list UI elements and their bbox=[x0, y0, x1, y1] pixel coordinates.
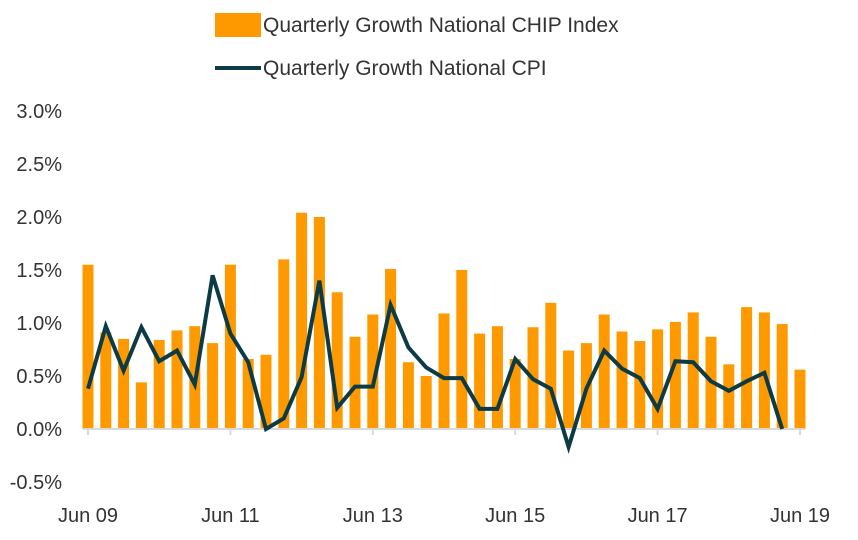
bar bbox=[242, 359, 254, 429]
x-axis: Jun 09 Jun 11 Jun 13 Jun 15 Jun 17 Jun 19 bbox=[58, 505, 830, 527]
bar bbox=[652, 329, 664, 429]
zero-line bbox=[83, 428, 805, 435]
cpi-line bbox=[86, 274, 785, 454]
bar bbox=[153, 339, 165, 429]
y-tick-label: 0.0% bbox=[16, 419, 62, 441]
bar bbox=[100, 332, 112, 429]
x-tick-label: Jun 13 bbox=[343, 505, 403, 527]
y-tick-label: 3.0% bbox=[16, 101, 62, 123]
bar bbox=[135, 382, 147, 429]
bar bbox=[296, 212, 308, 429]
bar bbox=[598, 314, 610, 429]
bar bbox=[509, 359, 521, 429]
bar bbox=[563, 350, 575, 429]
x-tick-label: Jun 15 bbox=[485, 505, 545, 527]
bar bbox=[313, 217, 325, 429]
legend-bar-swatch bbox=[215, 13, 261, 37]
y-tick-label: 2.5% bbox=[16, 154, 62, 176]
bar bbox=[794, 369, 806, 429]
x-tick-label: Jun 19 bbox=[770, 505, 830, 527]
y-tick-label: 1.5% bbox=[16, 260, 62, 282]
bar-series bbox=[82, 212, 806, 429]
bar bbox=[669, 321, 681, 429]
legend: Quarterly Growth National CHIP Index Qua… bbox=[215, 13, 619, 80]
y-axis: -0.5% 0.0% 0.5% 1.0% 1.5% 2.0% 2.5% 3.0% bbox=[10, 101, 62, 494]
bar bbox=[118, 338, 130, 429]
bar bbox=[385, 268, 397, 429]
legend-line-label: Quarterly Growth National CPI bbox=[263, 57, 547, 80]
bar bbox=[420, 376, 432, 429]
bar bbox=[687, 312, 699, 429]
bar bbox=[402, 362, 414, 429]
y-tick-label: 2.0% bbox=[16, 207, 62, 229]
x-tick-label: Jun 09 bbox=[58, 505, 118, 527]
bar bbox=[349, 336, 361, 429]
bar bbox=[616, 331, 628, 429]
bar bbox=[367, 314, 379, 429]
bar bbox=[545, 302, 557, 429]
bar bbox=[741, 307, 753, 429]
bar bbox=[634, 341, 646, 429]
bar bbox=[776, 324, 788, 429]
x-tick-label: Jun 11 bbox=[201, 505, 260, 527]
bar bbox=[438, 313, 450, 429]
bar bbox=[456, 270, 468, 429]
bar bbox=[82, 264, 94, 429]
bar bbox=[171, 330, 183, 429]
y-tick-label: 0.5% bbox=[16, 366, 62, 388]
legend-bar-label: Quarterly Growth National CHIP Index bbox=[263, 14, 619, 37]
bar bbox=[224, 264, 236, 429]
y-tick-label: -0.5% bbox=[10, 472, 62, 494]
bar bbox=[491, 326, 503, 429]
y-tick-label: 1.0% bbox=[16, 313, 62, 335]
bar bbox=[723, 364, 735, 429]
bar bbox=[331, 292, 343, 429]
x-tick-label: Jun 17 bbox=[628, 505, 688, 527]
bar bbox=[207, 343, 219, 429]
bar bbox=[278, 259, 290, 429]
bar bbox=[474, 333, 486, 429]
line-series bbox=[86, 274, 785, 454]
bar bbox=[260, 354, 272, 429]
